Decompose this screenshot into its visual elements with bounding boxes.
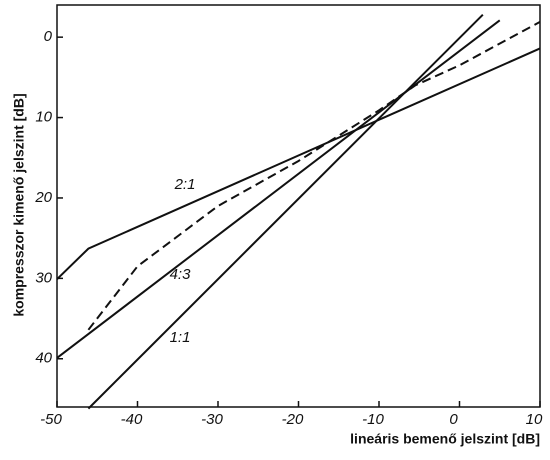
y-tick-label: 0 (44, 28, 53, 45)
line-label: 2:1 (174, 176, 196, 193)
y-axis-title: kompresszor kimenő jelszint [dB] (11, 93, 27, 316)
line-label: 4:3 (170, 266, 192, 283)
y-tick-label: 20 (34, 189, 52, 206)
y-tick-label: 30 (35, 269, 52, 286)
x-tick-label: 10 (526, 411, 543, 428)
x-tick-label: -20 (282, 411, 304, 428)
y-tick-label: 40 (35, 350, 52, 367)
x-tick-label: 0 (449, 411, 458, 428)
x-tick-label: -40 (121, 411, 143, 428)
x-tick-label: -30 (201, 411, 223, 428)
line-label: 1:1 (170, 329, 191, 346)
y-tick-label: 10 (35, 109, 52, 126)
plot-frame (56, 4, 541, 408)
line (56, 47, 541, 280)
line (56, 19, 501, 359)
line (87, 21, 541, 331)
x-tick-label: -10 (362, 411, 384, 428)
x-axis-title: lineáris bemenő jelszint [dB] (350, 431, 540, 447)
x-tick-label: -50 (40, 411, 62, 428)
line (87, 13, 484, 410)
